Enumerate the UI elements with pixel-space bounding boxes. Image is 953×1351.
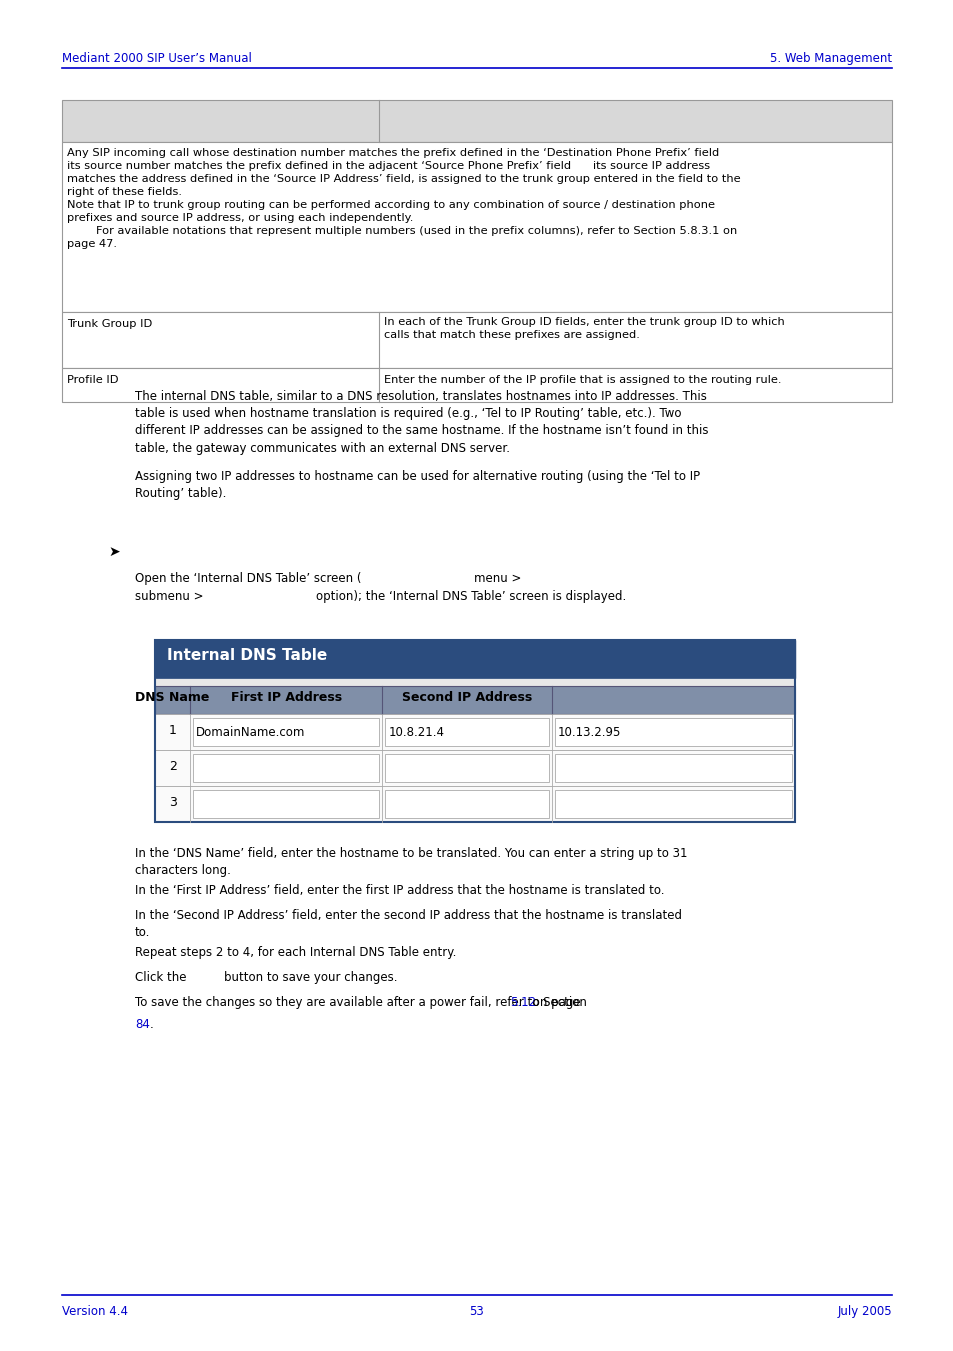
Text: Profile ID: Profile ID [67, 376, 118, 385]
Text: ➤: ➤ [108, 544, 119, 559]
Text: 2: 2 [169, 761, 176, 774]
Bar [154, 686, 794, 713]
Text: In the ‘DNS Name’ field, enter the hostname to be translated. You can enter a st: In the ‘DNS Name’ field, enter the hostn… [135, 847, 687, 877]
Bar [62, 367, 891, 403]
Text: Enter the number of the IP profile that is assigned to the routing rule.: Enter the number of the IP profile that … [384, 376, 781, 385]
Text: To save the changes so they are available after a power fail, refer to Section: To save the changes so they are availabl… [135, 996, 590, 1009]
Text: In the ‘First IP Address’ field, enter the first IP address that the hostname is: In the ‘First IP Address’ field, enter t… [135, 884, 664, 897]
Bar [154, 786, 794, 821]
Bar [385, 717, 548, 746]
Text: 1: 1 [169, 724, 176, 738]
Bar [154, 640, 794, 678]
Text: Second IP Address: Second IP Address [401, 690, 532, 704]
Bar [193, 754, 378, 782]
Text: The internal DNS table, similar to a DNS resolution, translates hostnames into I: The internal DNS table, similar to a DNS… [135, 390, 708, 454]
Text: 5. Web Management: 5. Web Management [769, 51, 891, 65]
Text: on page: on page [529, 996, 580, 1009]
Bar [154, 713, 794, 750]
Text: 3: 3 [169, 797, 176, 809]
Text: First IP Address: First IP Address [231, 690, 341, 704]
Text: Mediant 2000 SIP User’s Manual: Mediant 2000 SIP User’s Manual [62, 51, 252, 65]
Text: Internal DNS Table: Internal DNS Table [167, 648, 327, 663]
Text: DNS Name: DNS Name [135, 690, 210, 704]
Text: Trunk Group ID: Trunk Group ID [67, 319, 152, 330]
Bar [555, 754, 791, 782]
Text: Any SIP incoming call whose destination number matches the prefix defined in the: Any SIP incoming call whose destination … [67, 149, 740, 250]
Text: DomainName.com: DomainName.com [196, 725, 305, 739]
Text: July 2005: July 2005 [837, 1305, 891, 1319]
Text: Version 4.4: Version 4.4 [62, 1305, 128, 1319]
Bar [154, 750, 794, 786]
Bar [62, 100, 891, 142]
Bar [555, 717, 791, 746]
Text: .: . [150, 1019, 153, 1031]
Bar [193, 790, 378, 817]
Bar [385, 754, 548, 782]
Bar [193, 717, 378, 746]
Bar [62, 312, 891, 367]
Bar [555, 790, 791, 817]
Text: In the ‘Second IP Address’ field, enter the second IP address that the hostname : In the ‘Second IP Address’ field, enter … [135, 909, 681, 939]
Text: 5.12: 5.12 [510, 996, 536, 1009]
Text: 10.13.2.95: 10.13.2.95 [558, 725, 620, 739]
Text: submenu >                              option); the ‘Internal DNS Table’ screen : submenu > option); the ‘Internal DNS Tab… [135, 590, 625, 603]
Text: 84: 84 [135, 1019, 150, 1031]
Bar [385, 790, 548, 817]
Text: 10.8.21.4: 10.8.21.4 [388, 725, 444, 739]
Text: Click the          button to save your changes.: Click the button to save your changes. [135, 971, 397, 984]
Text: 53: 53 [469, 1305, 484, 1319]
Text: Open the ‘Internal DNS Table’ screen (                              menu >: Open the ‘Internal DNS Table’ screen ( m… [135, 571, 521, 585]
Bar [154, 640, 794, 821]
Text: In each of the Trunk Group ID fields, enter the trunk group ID to which
calls th: In each of the Trunk Group ID fields, en… [384, 317, 784, 340]
Text: Repeat steps 2 to 4, for each Internal DNS Table entry.: Repeat steps 2 to 4, for each Internal D… [135, 946, 456, 959]
Bar [154, 678, 794, 686]
Bar [62, 142, 891, 312]
Text: Assigning two IP addresses to hostname can be used for alternative routing (usin: Assigning two IP addresses to hostname c… [135, 470, 700, 500]
